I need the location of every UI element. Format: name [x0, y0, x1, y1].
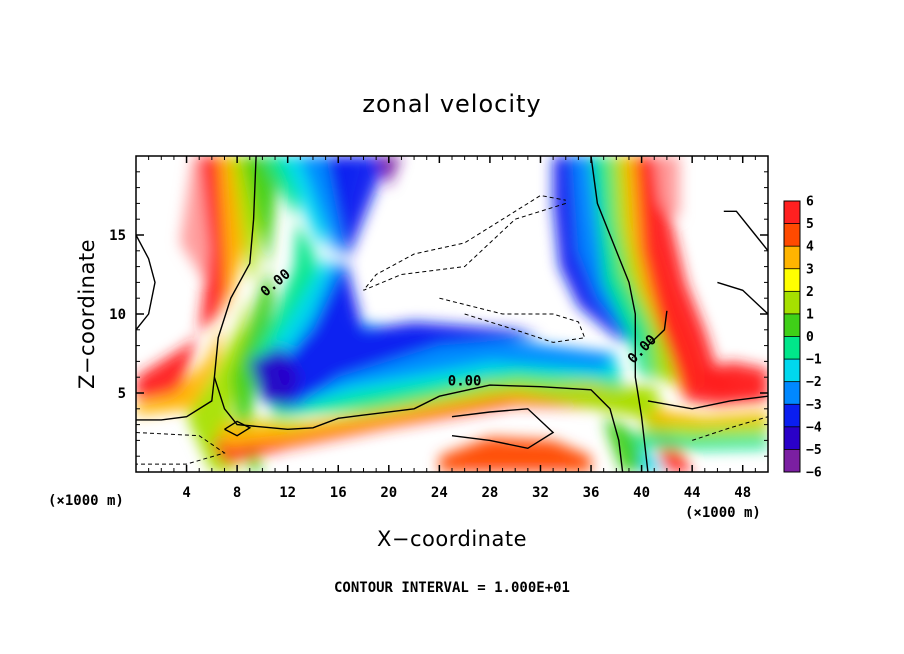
colorbar: 6 5 4 3 2 1 0 −1 −2 −3 −4 −5 −6 — [783, 195, 822, 481]
y-tick-label: 10 — [109, 307, 126, 323]
y-axis-title: Z−coordinate — [75, 239, 99, 389]
x-tick-label: 20 — [380, 485, 397, 501]
x-axis-ticks: 4 8 12 16 20 24 28 32 36 40 44 48 — [148, 156, 756, 501]
x-tick-label: 44 — [684, 485, 701, 501]
colorbar-label: 2 — [806, 285, 814, 300]
x-axis-title: X−coordinate — [377, 527, 527, 551]
dashed-contour-lower-left — [136, 432, 226, 465]
field-region — [136, 156, 248, 416]
x-tick-label: 16 — [330, 485, 347, 501]
contour-label: 0.00 — [448, 373, 482, 389]
colorbar-segment — [784, 291, 800, 315]
x-tick-label: 28 — [481, 485, 498, 501]
zero-contour-far-right — [647, 395, 768, 410]
field-region — [224, 380, 667, 428]
x-tick-label: 8 — [233, 485, 241, 501]
colorbar-segment — [784, 381, 800, 405]
colorbar-label: −2 — [806, 375, 822, 390]
colorbar-segment — [784, 359, 800, 383]
contour-right-mid — [717, 281, 768, 315]
contour-left-edge — [136, 234, 156, 331]
x-tick-label: 32 — [532, 485, 549, 501]
y-axis-ticks: 5 10 15 — [109, 171, 768, 457]
colorbar-label: 1 — [806, 307, 814, 322]
field-region — [249, 345, 301, 409]
plot-area: 0.000.000.00 — [135, 155, 769, 473]
x-unit-right-label: (×1000 m) — [685, 505, 761, 521]
colorbar-label: −4 — [806, 420, 822, 435]
x-tick-label: 4 — [182, 485, 190, 501]
x-tick-label: 24 — [431, 485, 448, 501]
field-region — [641, 421, 768, 438]
colorbar-segment — [784, 201, 800, 225]
field-region — [654, 156, 680, 220]
chart-title: zonal velocity — [362, 90, 541, 118]
field-region — [136, 156, 238, 401]
x-unit-left-label: (×1000 m) — [48, 493, 124, 509]
colorbar-label: −6 — [806, 466, 822, 481]
dashed-contour-lower-right — [692, 416, 768, 441]
field-region — [635, 156, 768, 406]
colorbar-label: 3 — [806, 262, 814, 277]
colorbar-segment — [784, 313, 800, 337]
field-region — [186, 156, 263, 472]
zero-contour-lower — [213, 376, 624, 472]
contour-small-loop — [224, 420, 252, 437]
zero-contour-right — [590, 156, 649, 472]
field-region — [275, 156, 541, 409]
colorbar-segment — [784, 449, 800, 473]
contour-lower-center — [451, 408, 555, 450]
colorbar-label: −1 — [806, 353, 822, 368]
field-region — [230, 156, 282, 472]
x-tick-label: 40 — [633, 485, 650, 501]
y-tick-label: 5 — [118, 386, 126, 402]
zero-contour-left — [136, 156, 257, 421]
colorbar-segment — [784, 426, 800, 450]
zero-contour-right-lobe — [647, 310, 668, 347]
x-tick-label: 12 — [279, 485, 296, 501]
field-region — [629, 432, 768, 450]
field-region — [603, 416, 642, 472]
colorbar-segment — [784, 223, 800, 247]
dashed-contour-upper — [363, 194, 566, 291]
x-tick-label: 48 — [734, 485, 751, 501]
field-region — [376, 156, 402, 188]
colorbar-label: 0 — [806, 330, 814, 345]
colorbar-label: −3 — [806, 398, 822, 413]
contour-interval-note: CONTOUR INTERVAL = 1.000E+01 — [334, 580, 570, 596]
colorbar-segment — [784, 246, 800, 270]
contour-right-top — [723, 210, 768, 252]
contour-lines — [136, 156, 768, 472]
field-region — [439, 437, 591, 472]
dashed-contour-mid — [439, 297, 586, 343]
colorbar-segment — [784, 404, 800, 428]
colorbar-label: 6 — [806, 195, 814, 210]
colorbar-segment — [784, 336, 800, 360]
colorbar-segment — [784, 268, 800, 292]
colorbar-label: −5 — [806, 443, 822, 458]
y-tick-label: 15 — [109, 228, 126, 244]
colorbar-label: 5 — [806, 217, 814, 232]
field-region — [692, 361, 768, 393]
colorbar-label: 4 — [806, 240, 814, 255]
x-tick-label: 36 — [583, 485, 600, 501]
